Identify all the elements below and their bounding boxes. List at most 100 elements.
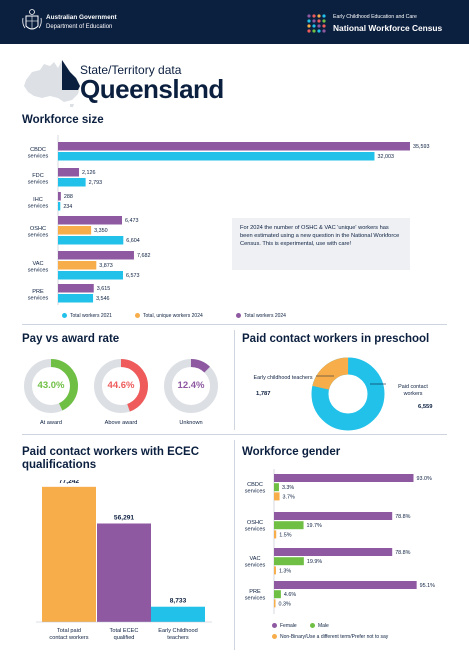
bar-value-label: 288 — [64, 194, 73, 200]
pct-above-award: 44.6% — [107, 380, 135, 391]
bar — [58, 261, 97, 270]
legend-text: Male — [318, 623, 329, 629]
bar-value-label: 3,546 — [96, 296, 110, 302]
bar — [58, 142, 410, 151]
bar — [58, 152, 375, 161]
category-label: services — [28, 154, 49, 160]
bar-value-label: 56,291 — [114, 514, 135, 521]
category-label: services — [28, 296, 49, 302]
bar-value-label: 3,615 — [97, 286, 111, 292]
category-label: VAC — [249, 556, 260, 562]
divider — [234, 330, 235, 430]
bar — [58, 251, 134, 260]
legend-dot-orange — [135, 313, 140, 318]
category-label: OSHC — [247, 520, 263, 526]
bar — [58, 271, 123, 280]
legend-item-2024: Total workers 2024 — [236, 313, 286, 319]
label-paid-contact: Paid contact workers — [398, 384, 428, 397]
category-label: IHC — [33, 197, 43, 203]
bar-value-label: 3,350 — [94, 228, 108, 234]
pct-at-award: 43.0% — [37, 380, 65, 391]
bar-value-label: 77,242 — [59, 480, 80, 485]
category-label: services — [245, 563, 266, 569]
australia-map-icon — [24, 60, 80, 107]
legend-dot-green — [310, 623, 315, 628]
bar-value-label: 0.3% — [279, 601, 291, 607]
bar — [274, 548, 393, 556]
section-title-workforce-size: Workforce size — [22, 114, 104, 126]
value-paid-contact: 6,559 — [418, 404, 433, 410]
divider — [22, 324, 447, 325]
category-label: services — [28, 204, 49, 210]
category-label: CBDC — [247, 482, 263, 488]
label-at-award: At award — [39, 420, 63, 426]
bar — [42, 486, 96, 622]
legend-item-2021: Total workers 2021 — [62, 313, 112, 319]
category-label: Total ECEC — [110, 628, 139, 634]
bar — [58, 168, 80, 177]
census-logo-icon — [307, 14, 326, 33]
bar — [274, 599, 276, 608]
bar-value-label: 35,593 — [413, 144, 430, 150]
bar — [274, 581, 417, 589]
bar — [58, 202, 61, 211]
workforce-size-chart: CBDCservices35,59332,003FDCservices2,126… — [28, 135, 430, 305]
bar — [58, 226, 92, 235]
category-label: services — [28, 268, 49, 274]
donut-arc — [164, 359, 218, 413]
bar — [274, 530, 277, 539]
divider — [234, 440, 235, 650]
bar-value-label: 93.0% — [417, 476, 432, 482]
bar-value-label: 2,793 — [89, 180, 103, 186]
gov-name: Australian Government — [46, 14, 117, 21]
bar-value-label: 1.3% — [279, 568, 291, 574]
coat-of-arms-icon — [22, 9, 42, 30]
bar-value-label: 7,682 — [137, 253, 151, 259]
gender-chart: CBDCservices93.0%3.3%3.7%OSHCservices78.… — [245, 469, 435, 614]
divider — [22, 434, 447, 435]
category-label: FDC — [32, 173, 44, 179]
section-title-qualifications: Paid contact workers with ECEC qualifica… — [22, 446, 200, 471]
category-label: CBDC — [30, 147, 46, 153]
bar-value-label: 19.7% — [307, 523, 322, 529]
category-label: qualified — [114, 635, 135, 641]
category-label: services — [28, 233, 49, 239]
bar — [58, 178, 86, 187]
experimental-note: For 2024 the number of OSHC & VAC 'uniqu… — [232, 218, 410, 270]
legend-text: Total, unique workers 2024 — [143, 313, 203, 319]
category-label: Early Childhood — [158, 628, 198, 634]
bar — [58, 294, 94, 303]
legend-text: Female — [280, 623, 297, 629]
bar — [274, 566, 276, 575]
legend-text: Total workers 2024 — [244, 313, 286, 319]
bar-value-label: 32,003 — [377, 154, 394, 160]
bar-value-label: 3.7% — [283, 494, 295, 500]
bar-value-label: 2,126 — [82, 170, 96, 176]
bar-value-label: 3.3% — [282, 485, 294, 491]
donut-arc — [24, 359, 78, 413]
label-unknown: Unknown — [179, 420, 203, 426]
category-label: PRE — [32, 289, 44, 295]
legend-item-male: Male — [310, 623, 329, 629]
bar-value-label: 234 — [63, 204, 72, 210]
section-title-gender: Workforce gender — [242, 446, 341, 458]
bar-value-label: 1.5% — [279, 532, 291, 538]
bar — [58, 236, 124, 245]
label-above-award: Above award — [104, 420, 138, 426]
bar — [274, 474, 414, 482]
bar — [97, 523, 151, 622]
label-ec-teachers: Early childhood teachers — [253, 375, 313, 381]
census-title: National Workforce Census — [333, 23, 443, 33]
bar-value-label: 95.1% — [420, 583, 435, 589]
bar-value-label: 78.8% — [395, 514, 410, 520]
census-subtitle: Early Childhood Education and Care — [333, 14, 417, 20]
category-label: services — [28, 180, 49, 186]
category-label: Total paid — [57, 628, 81, 634]
legend-item-unique-2024: Total, unique workers 2024 — [135, 313, 203, 319]
bar-value-label: 78.8% — [395, 550, 410, 556]
legend-dot-orange — [272, 634, 277, 639]
category-label: services — [245, 489, 266, 495]
legend-dot-cyan — [62, 313, 67, 318]
bar — [274, 483, 279, 492]
